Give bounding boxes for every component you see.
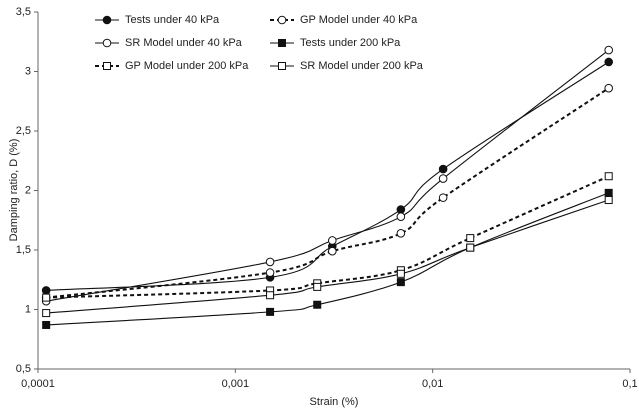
data-point	[42, 293, 51, 302]
y-tick-label: 1,5	[16, 244, 31, 256]
series-line	[46, 192, 609, 326]
legend-marker	[278, 62, 286, 70]
y-tick-label: 2	[25, 184, 31, 196]
x-tick-label: 0,1	[622, 378, 637, 390]
legend-label: SR Model under 200 kPa	[300, 60, 424, 72]
y-tick-label: 2,5	[16, 125, 31, 137]
data-point	[604, 57, 614, 67]
legend-label: SR Model under 40 kPa	[125, 37, 243, 49]
legend-marker	[102, 15, 112, 25]
data-point	[327, 246, 337, 256]
legend-marker	[278, 39, 286, 47]
series-line	[46, 49, 610, 302]
legend-marker	[277, 15, 287, 25]
data-point	[438, 193, 448, 202]
x-tick-label: 0,01	[422, 378, 443, 390]
data-point	[266, 291, 275, 300]
data-point	[466, 243, 475, 252]
y-tick-label: 3,5	[16, 6, 31, 18]
data-point	[604, 188, 613, 197]
x-tick-label: 0,0001	[21, 378, 55, 390]
y-tick-label: 3	[25, 65, 31, 77]
series-line	[46, 87, 610, 299]
series-line	[46, 61, 610, 292]
legend-label: GP Model under 200 kPa	[125, 60, 249, 72]
data-point	[313, 300, 322, 309]
legend-label: GP Model under 40 kPa	[300, 14, 418, 26]
series-line	[46, 175, 610, 299]
data-point	[265, 268, 275, 277]
data-point	[266, 307, 275, 316]
data-point	[42, 320, 51, 329]
data-point	[604, 83, 614, 93]
data-point	[396, 205, 406, 214]
data-point	[327, 236, 337, 245]
y-axis-label: Damping ratio, D (%)	[8, 139, 20, 242]
legend-marker	[103, 62, 111, 70]
y-tick-label: 1	[25, 303, 31, 315]
data-point	[396, 229, 406, 238]
data-point	[396, 278, 405, 287]
data-point	[42, 309, 51, 318]
data-point	[313, 282, 322, 291]
series-line	[46, 199, 609, 314]
data-point	[466, 234, 475, 243]
legend-marker	[102, 38, 112, 48]
data-point	[396, 212, 406, 221]
data-point	[604, 45, 614, 55]
legend-label: Tests under 200 kPa	[300, 37, 401, 49]
data-point	[396, 269, 405, 278]
x-axis-label: Strain (%)	[310, 396, 359, 408]
data-point	[438, 164, 448, 174]
data-point	[604, 172, 613, 181]
y-tick-label: 0,5	[16, 363, 31, 375]
legend-label: Tests under 40 kPa	[125, 14, 220, 26]
data-point	[438, 174, 448, 183]
data-point	[265, 257, 275, 267]
x-tick-label: 0,001	[222, 378, 250, 390]
data-point	[604, 196, 613, 205]
data-point	[41, 286, 51, 295]
